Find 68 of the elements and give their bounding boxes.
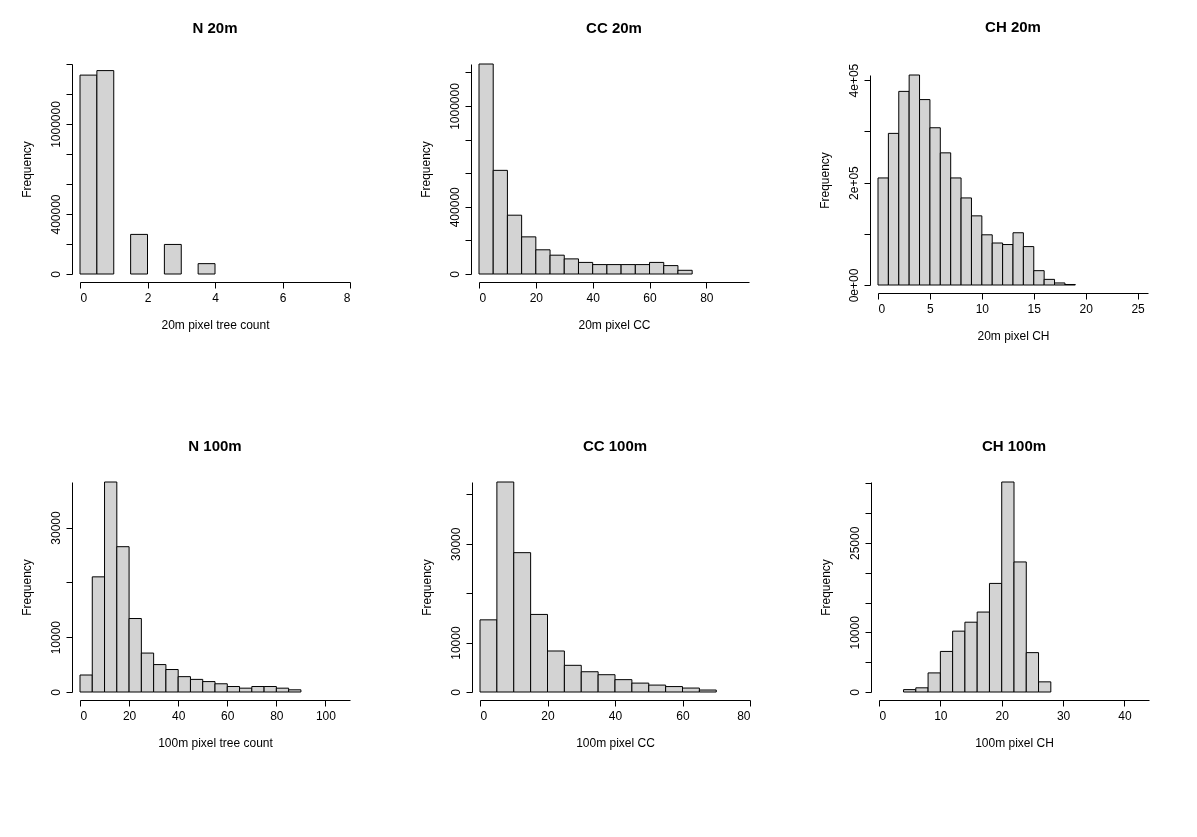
x-tick-label: 100 — [315, 708, 337, 723]
y-axis-title: Frequency — [19, 141, 34, 198]
chart-title: N 20m — [192, 18, 238, 36]
y-tick-label: 4e+05 — [846, 63, 861, 98]
y-tick-label: 0 — [847, 688, 862, 696]
y-tick-label: 10000 — [48, 620, 63, 655]
x-tick-label: 4 — [212, 290, 220, 305]
x-axis-title: 20m pixel CC — [578, 317, 651, 332]
y-tick-label: 0e+00 — [846, 268, 861, 303]
x-tick-label: 25 — [1131, 301, 1146, 316]
y-axis-title: Frequency — [419, 559, 434, 616]
x-tick-label: 6 — [279, 290, 287, 305]
chart-title: CH 20m — [985, 18, 1041, 36]
x-tick-label: 0 — [80, 290, 88, 305]
y-tick-label: 10000 — [847, 615, 862, 650]
x-axis-title: 100m pixel tree count — [158, 735, 274, 750]
x-axis-title: 100m pixel CH — [975, 735, 1054, 750]
chart-title: CH 100m — [981, 436, 1047, 454]
x-tick-label: 0 — [879, 708, 887, 723]
x-tick-label: 0 — [878, 301, 886, 316]
x-tick-label: 60 — [643, 290, 658, 305]
chart-title: N 100m — [188, 436, 242, 454]
x-axis-title: 20m pixel tree count — [161, 317, 271, 332]
y-axis-title: Frequency — [418, 141, 433, 198]
x-tick-label: 2 — [144, 290, 152, 305]
x-tick-label: 0 — [479, 290, 487, 305]
x-tick-label: 5 — [927, 301, 935, 316]
y-tick-label: 0 — [447, 270, 462, 278]
x-tick-label: 40 — [1118, 708, 1132, 723]
y-axis-title: Frequency — [818, 559, 833, 616]
x-tick-label: 60 — [221, 708, 235, 723]
x-tick-label: 20 — [541, 708, 555, 723]
x-tick-label: 80 — [700, 290, 714, 305]
y-tick-label: 0 — [48, 688, 63, 696]
y-tick-label: 10000 — [448, 626, 463, 660]
x-tick-label: 40 — [608, 708, 623, 723]
x-tick-label: 60 — [676, 708, 690, 723]
y-tick-label: 0 — [48, 270, 63, 278]
y-tick-label: 1000000 — [447, 82, 462, 130]
x-tick-label: 15 — [1027, 301, 1042, 316]
x-tick-label: 0 — [480, 708, 488, 723]
x-tick-label: 80 — [737, 708, 751, 723]
x-tick-label: 10 — [975, 301, 990, 316]
chart-title: CC 20m — [586, 18, 642, 36]
y-tick-label: 30000 — [448, 527, 463, 561]
y-tick-label: 2e+05 — [846, 165, 861, 200]
x-tick-label: 20 — [122, 708, 137, 723]
x-tick-label: 8 — [343, 290, 351, 305]
x-tick-label: 80 — [270, 708, 284, 723]
x-tick-label: 10 — [934, 708, 948, 723]
x-tick-label: 20 — [529, 290, 544, 305]
x-tick-label: 20 — [995, 708, 1010, 723]
x-tick-label: 0 — [80, 708, 88, 723]
x-tick-label: 40 — [172, 708, 186, 723]
x-tick-label: 30 — [1056, 708, 1071, 723]
y-axis-title: Frequency — [817, 152, 832, 209]
x-tick-label: 20 — [1079, 301, 1094, 316]
chart-title: CC 100m — [582, 436, 648, 454]
y-tick-label: 25000 — [847, 526, 862, 561]
y-tick-label: 1000000 — [48, 100, 63, 148]
y-tick-label: 30000 — [48, 511, 63, 545]
x-axis-title: 20m pixel CH — [977, 328, 1050, 343]
x-tick-label: 40 — [586, 290, 601, 305]
y-tick-label: 400000 — [48, 194, 63, 235]
y-axis-title: Frequency — [19, 559, 34, 616]
y-tick-label: 0 — [448, 688, 463, 696]
x-axis-title: 100m pixel CC — [576, 735, 656, 750]
y-tick-label: 400000 — [447, 186, 462, 228]
